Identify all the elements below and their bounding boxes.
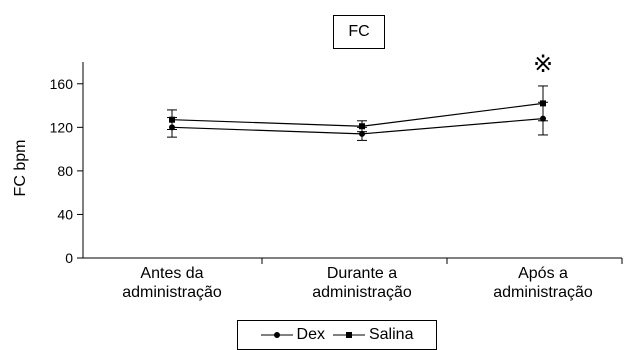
y-axis-label: FC bpm [12, 140, 29, 197]
chart-title: FC [333, 15, 385, 49]
chart-title-text: FC [348, 23, 370, 40]
point-dex-1 [359, 130, 365, 137]
legend-swatch-dex [260, 332, 293, 338]
legend-item-dex: Dex [260, 326, 325, 344]
legend-item-salina: Salina [332, 326, 414, 344]
y-tick-label-80: 80 [57, 163, 73, 179]
x-tick-label-0-line-0: Antes da [140, 265, 203, 282]
series-salina [167, 85, 548, 133]
y-tick-label-160: 160 [50, 76, 74, 92]
x-tick-label-2: Após a administração [493, 265, 593, 301]
point-salina-1 [359, 123, 365, 130]
x-tick-label-1-line-1: administração [312, 284, 412, 301]
legend-swatch-salina [332, 332, 365, 338]
y-tick-label-120: 120 [50, 119, 74, 135]
x-tick-label-1-line-0: Durante a [327, 265, 397, 282]
x-tick-label-1: Durante a administração [312, 265, 412, 301]
annotation-0: ※ [533, 51, 553, 78]
series-layer: ※ [167, 51, 553, 141]
y-tick-label-40: 40 [57, 206, 73, 222]
legend-label-salina: Salina [368, 326, 414, 343]
x-tick-label-2-line-0: Após a [518, 265, 568, 282]
point-salina-2 [540, 100, 546, 107]
x-tick-label-0: Antes da administração [122, 265, 222, 301]
legend: Dex Salina [237, 320, 437, 350]
x-tick-label-0-line-1: administração [122, 284, 222, 301]
point-salina-0 [169, 116, 175, 123]
x-tick-label-2-line-1: administração [493, 284, 593, 301]
legend-label-dex: Dex [296, 326, 325, 343]
y-tick-label-0: 0 [65, 250, 73, 266]
